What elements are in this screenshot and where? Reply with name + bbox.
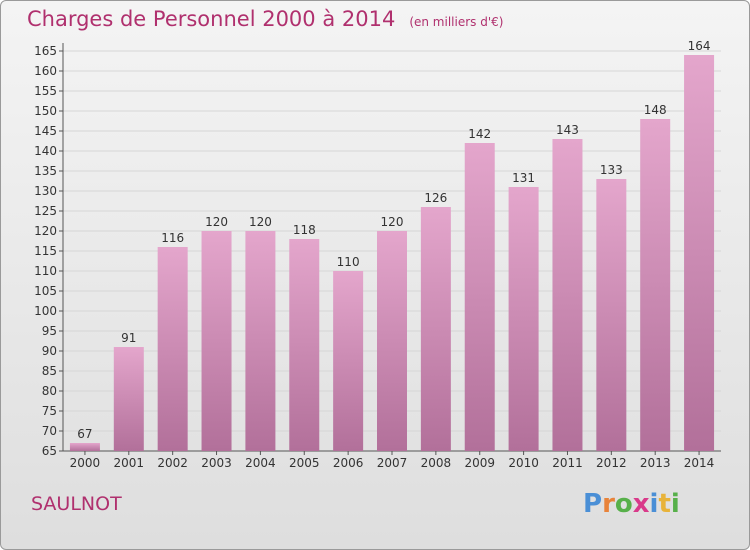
data-label: 67	[77, 427, 92, 441]
bar	[113, 347, 144, 451]
y-tick-label: 65	[42, 444, 57, 458]
y-tick-label: 105	[34, 284, 57, 298]
data-label: 120	[249, 215, 272, 229]
y-tick-label: 150	[34, 104, 57, 118]
chart-title: Charges de Personnel 2000 à 2014 (en mill…	[27, 7, 503, 31]
bar	[69, 443, 100, 451]
y-tick-label: 120	[34, 224, 57, 238]
bar	[289, 239, 320, 451]
y-tick-label: 85	[42, 364, 57, 378]
y-tick-label: 155	[34, 84, 57, 98]
data-label: 143	[556, 123, 579, 137]
y-tick-label: 125	[34, 204, 57, 218]
bar	[464, 143, 495, 451]
bar	[508, 187, 539, 451]
chart-subtitle: (en milliers d'€)	[409, 15, 504, 29]
x-tick-label: 2010	[508, 456, 539, 470]
y-tick-label: 130	[34, 184, 57, 198]
y-tick-label: 115	[34, 244, 57, 258]
y-tick-label: 140	[34, 144, 57, 158]
y-tick-label: 165	[34, 44, 57, 58]
x-tick-label: 2000	[70, 456, 101, 470]
x-tick-label: 2013	[640, 456, 671, 470]
x-tick-label: 2009	[464, 456, 495, 470]
data-label: 110	[337, 255, 360, 269]
y-tick-label: 110	[34, 264, 57, 278]
data-label: 131	[512, 171, 535, 185]
data-label: 164	[688, 39, 711, 53]
x-tick-label: 2005	[289, 456, 320, 470]
bar	[333, 271, 364, 451]
data-label: 118	[293, 223, 316, 237]
x-tick-label: 2001	[114, 456, 145, 470]
x-tick-label: 2014	[684, 456, 715, 470]
bar	[640, 119, 671, 451]
y-tick-label: 145	[34, 124, 57, 138]
data-label: 91	[121, 331, 136, 345]
x-tick-label: 2003	[201, 456, 232, 470]
y-tick-label: 90	[42, 344, 57, 358]
place-name: SAULNOT	[31, 493, 122, 515]
data-label: 126	[424, 191, 447, 205]
data-label: 142	[468, 127, 491, 141]
bar	[201, 231, 232, 451]
y-tick-label: 160	[34, 64, 57, 78]
data-label: 148	[644, 103, 667, 117]
data-label: 133	[600, 163, 623, 177]
y-tick-label: 95	[42, 324, 57, 338]
bar	[596, 179, 627, 451]
y-tick-label: 80	[42, 384, 57, 398]
x-tick-label: 2012	[596, 456, 627, 470]
data-label: 120	[205, 215, 228, 229]
x-tick-label: 2007	[377, 456, 408, 470]
chart-title-text: Charges de Personnel 2000 à 2014	[27, 7, 396, 31]
y-tick-label: 75	[42, 404, 57, 418]
data-label: 116	[161, 231, 184, 245]
x-tick-label: 2008	[421, 456, 452, 470]
bar	[377, 231, 407, 451]
bar	[157, 247, 188, 451]
x-tick-label: 2002	[157, 456, 188, 470]
y-tick-label: 135	[34, 164, 57, 178]
bar	[420, 207, 451, 451]
proxiti-logo: Proxiti	[583, 489, 680, 519]
bar	[552, 139, 583, 451]
bar	[245, 231, 276, 451]
x-tick-label: 2011	[552, 456, 583, 470]
data-label: 120	[381, 215, 404, 229]
x-tick-label: 2004	[245, 456, 276, 470]
y-tick-label: 70	[42, 424, 57, 438]
x-tick-label: 2006	[333, 456, 364, 470]
bar	[684, 55, 715, 451]
y-tick-label: 100	[34, 304, 57, 318]
